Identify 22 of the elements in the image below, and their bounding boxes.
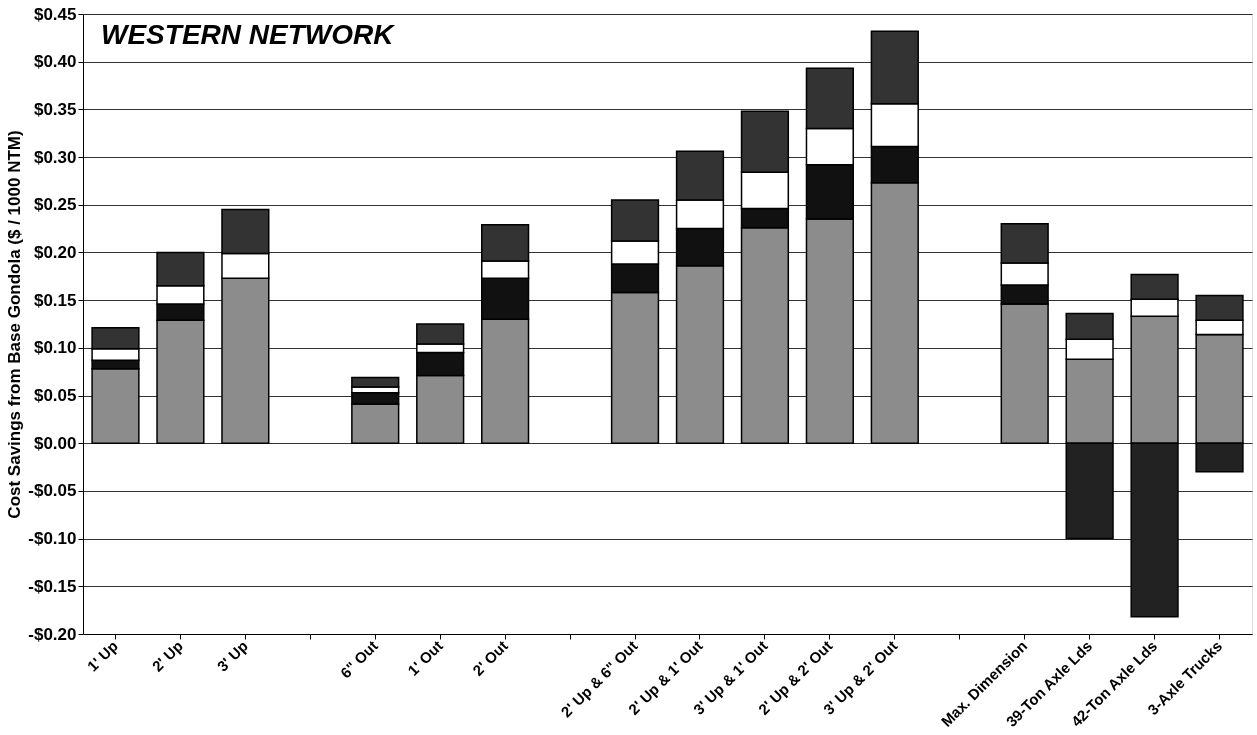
y-tick-label: -$0.15 xyxy=(28,576,77,596)
y-tick-label: $0.00 xyxy=(33,433,77,453)
y-tick-label: $0.05 xyxy=(33,386,77,406)
y-tick-label: $0.25 xyxy=(33,195,77,215)
y-tick-label: $0.35 xyxy=(33,99,77,119)
y-axis-title: Cost Savings from Base Gondola ($ / 1000 NTM) xyxy=(5,130,25,519)
y-tick-label: -$0.20 xyxy=(28,624,77,644)
y-tick-label: $0.30 xyxy=(33,147,77,167)
y-tick-label: $0.10 xyxy=(33,338,77,358)
x-tick-label: 1' Up xyxy=(83,637,122,675)
y-tick-label: $0.45 xyxy=(33,4,77,24)
y-tick-label: $0.20 xyxy=(33,242,77,262)
y-tick-label: $0.40 xyxy=(33,52,77,72)
y-tick-label: $0.15 xyxy=(33,290,77,310)
x-tick-label: 6" Out xyxy=(336,637,381,682)
x-tick-label: 2' Up xyxy=(148,637,187,675)
x-tick-label: 3' Up xyxy=(213,637,252,675)
x-tick-label: 1' Out xyxy=(404,637,446,679)
y-tick-label: -$0.10 xyxy=(28,529,77,549)
chart-title: WESTERN NETWORK xyxy=(101,19,396,50)
x-tick-label: 2' Out xyxy=(469,637,511,679)
y-tick-label: -$0.05 xyxy=(28,481,77,501)
